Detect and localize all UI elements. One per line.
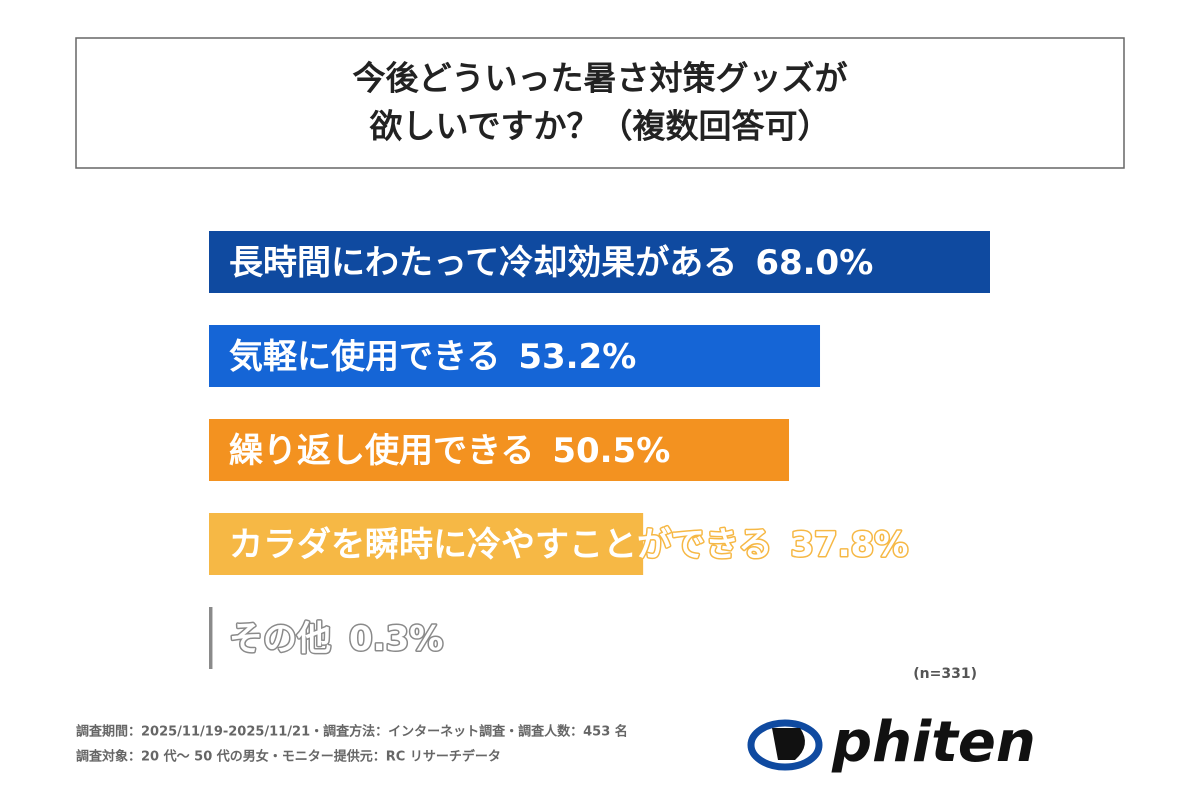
footer-note: 調査期間：2025/11/19-2025/11/21・調査方法：インターネット調… bbox=[76, 724, 628, 740]
chart-title: 欲しいですか？（複数回答可） bbox=[368, 107, 830, 146]
value-label: 68.0% bbox=[755, 243, 873, 283]
bar-label: 気軽に使用できる 53.2% bbox=[229, 337, 636, 377]
logo-mark bbox=[772, 728, 805, 760]
logo: phiten bbox=[747, 710, 1036, 775]
bar bbox=[209, 513, 644, 575]
logo-text: phiten bbox=[831, 710, 1036, 775]
value-label: 37.8% bbox=[790, 525, 908, 565]
title-box bbox=[75, 37, 1125, 169]
category-label: 長時間にわたって冷却効果がある bbox=[229, 243, 737, 283]
value-label: 0.3% bbox=[349, 619, 443, 659]
bar-label: 長時間にわたって冷却効果がある 68.0% bbox=[229, 243, 873, 283]
bar-label: カラダを瞬時に冷やすことができる 37.8% bbox=[229, 525, 908, 565]
logo-mark bbox=[747, 719, 823, 771]
category-label: 繰り返し使用できる bbox=[229, 431, 534, 471]
value-label: 50.5% bbox=[552, 431, 670, 471]
chart-title: 今後どういった暑さ対策グッズが bbox=[353, 59, 848, 98]
bar bbox=[209, 325, 821, 387]
bar-label: 繰り返し使用できる 50.5% bbox=[229, 431, 670, 471]
footer-note: 調査対象：20 代〜 50 代の男女・モニター提供元：RC リサーチデータ bbox=[76, 749, 501, 765]
category-label: 気軽に使用できる bbox=[229, 337, 500, 377]
category-label: カラダを瞬時に冷やすことができる bbox=[229, 525, 772, 565]
bar bbox=[209, 607, 213, 669]
bar bbox=[209, 419, 790, 481]
bar-label: その他 0.3% bbox=[229, 619, 443, 659]
bar bbox=[209, 231, 990, 293]
value-label: 53.2% bbox=[518, 337, 636, 377]
category-label: その他 bbox=[229, 619, 331, 659]
sample-note: (n=331) bbox=[913, 666, 977, 682]
